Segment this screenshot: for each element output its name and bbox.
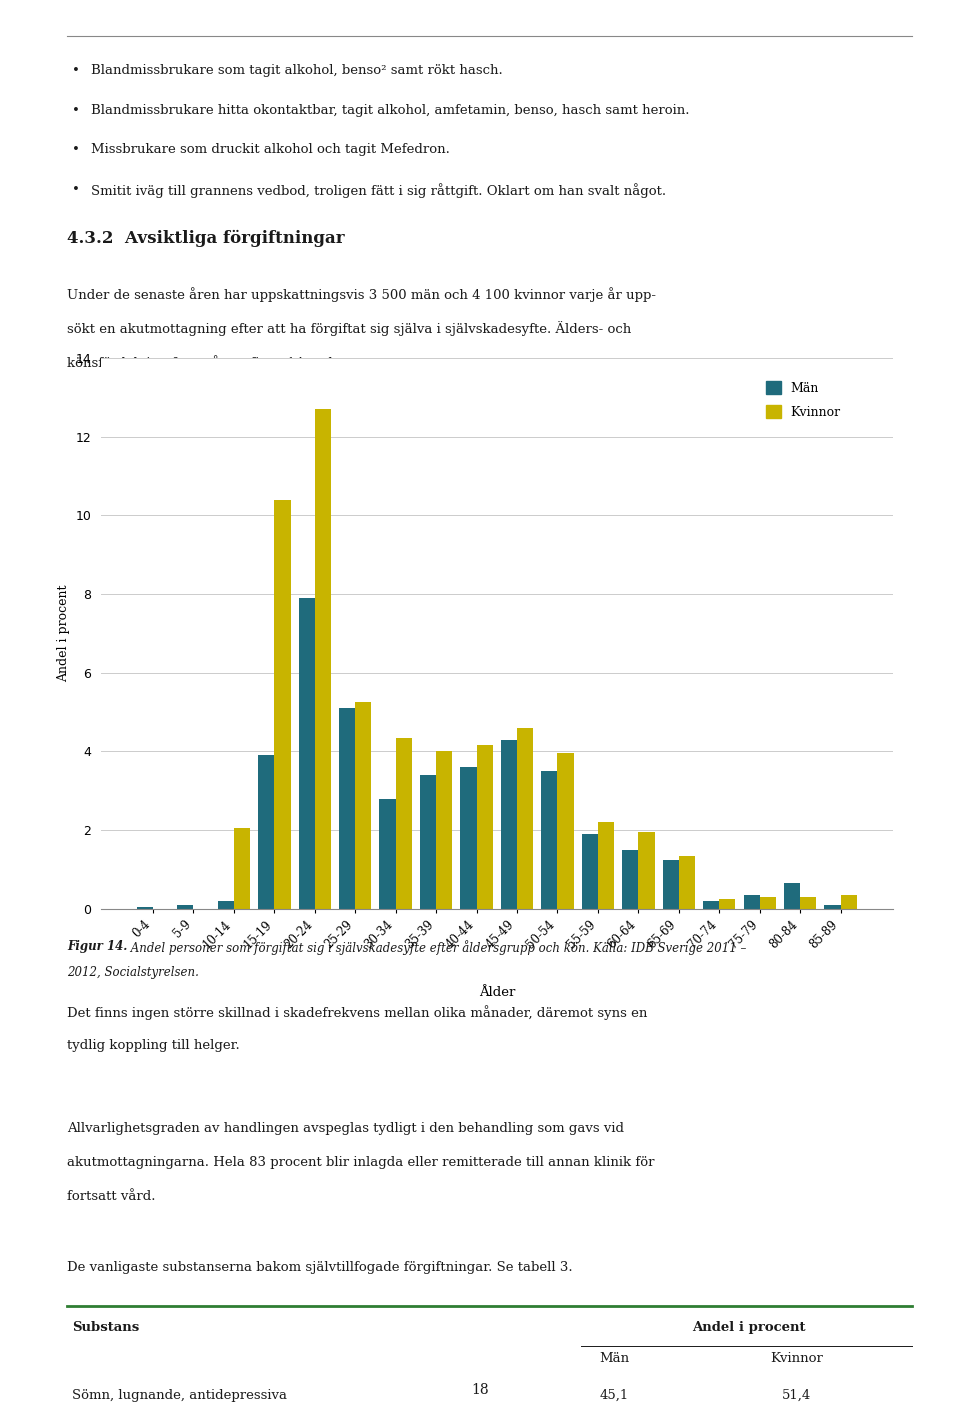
Text: akutmottagningarna. Hela 83 procent blir inlagda eller remitterade till annan kl: akutmottagningarna. Hela 83 procent blir… [67,1156,655,1169]
Bar [339,709,355,909]
Bar [501,740,517,909]
Text: könsfördelning framgår av figur 14 nedan.: könsfördelning framgår av figur 14 nedan… [67,355,353,369]
Text: Kvinnor: Kvinnor [770,1352,824,1365]
Bar [801,897,816,909]
Bar [679,856,695,909]
Bar [275,500,291,909]
Bar [137,907,153,909]
Bar [436,751,452,909]
Bar [178,905,193,909]
Bar [598,822,614,909]
Text: Under de senaste åren har uppskattningsvis 3 500 män och 4 100 kvinnor varje år : Under de senaste åren har uppskattningsv… [67,287,657,301]
Bar [476,746,492,909]
Bar [744,895,759,909]
Bar [703,900,719,909]
Bar [218,900,234,909]
Text: Allvarlighetsgraden av handlingen avspeglas tydligt i den behandling som gavs vi: Allvarlighetsgraden av handlingen avspeg… [67,1122,624,1135]
Text: Andel i procent: Andel i procent [692,1321,805,1333]
Bar [558,754,574,909]
Text: De vanligaste substanserna bakom självtillfogade förgiftningar. Se tabell 3.: De vanligaste substanserna bakom självti… [67,1261,573,1274]
Bar [662,859,679,909]
Bar [841,895,857,909]
Bar [825,905,841,909]
Text: Missbrukare som druckit alkohol och tagit Mefedron.: Missbrukare som druckit alkohol och tagi… [91,143,450,156]
Bar [759,897,776,909]
Text: 45,1: 45,1 [600,1389,629,1402]
Text: •: • [72,64,80,77]
Bar [396,737,412,909]
Text: fortsatt vård.: fortsatt vård. [67,1190,156,1203]
Text: tydlig koppling till helger.: tydlig koppling till helger. [67,1039,240,1052]
Bar [517,728,533,909]
Text: 18: 18 [471,1383,489,1397]
Bar [719,899,735,909]
Legend: Män, Kvinnor: Män, Kvinnor [759,375,847,425]
Bar [234,828,250,909]
Bar [541,771,558,909]
Y-axis label: Andel i procent: Andel i procent [57,585,70,682]
Text: Andel personer som förgiftat sig i självskadesyfte efter åldersgrupp och kön. Kä: Andel personer som förgiftat sig i själv… [127,940,746,954]
Text: sökt en akutmottagning efter att ha förgiftat sig själva i självskadesyfte. Älde: sökt en akutmottagning efter att ha förg… [67,321,632,337]
Bar [379,798,396,909]
Text: Figur 14.: Figur 14. [67,940,128,953]
Text: •: • [72,104,80,116]
Bar [622,849,638,909]
Text: 2012, Socialstyrelsen.: 2012, Socialstyrelsen. [67,966,199,978]
X-axis label: Ålder: Ålder [479,985,515,998]
Bar [355,703,372,909]
Text: Substans: Substans [72,1321,139,1333]
Text: Det finns ingen större skillnad i skadefrekvens mellan olika månader, däremot sy: Det finns ingen större skillnad i skadef… [67,1005,648,1020]
Bar [420,775,436,909]
Bar [315,409,331,909]
Bar [461,767,476,909]
Bar [582,834,598,909]
Text: Blandmissbrukare hitta okontaktbar, tagit alkohol, amfetamin, benso, hasch samt : Blandmissbrukare hitta okontaktbar, tagi… [91,104,689,116]
Bar [784,883,801,909]
Text: 51,4: 51,4 [782,1389,811,1402]
Text: Blandmissbrukare som tagit alkohol, benso² samt rökt hasch.: Blandmissbrukare som tagit alkohol, bens… [91,64,503,77]
Bar [638,832,655,909]
Text: Smitit iväg till grannens vedbod, troligen fätt i sig råttgift. Oklart om han sv: Smitit iväg till grannens vedbod, trolig… [91,183,666,197]
Text: Sömn, lugnande, antidepressiva: Sömn, lugnande, antidepressiva [72,1389,287,1402]
Bar [299,598,315,909]
Text: •: • [72,183,80,196]
Bar [258,755,275,909]
Text: Män: Män [599,1352,630,1365]
Text: •: • [72,143,80,156]
Text: 4.3.2  Avsiktliga förgiftningar: 4.3.2 Avsiktliga förgiftningar [67,230,345,247]
